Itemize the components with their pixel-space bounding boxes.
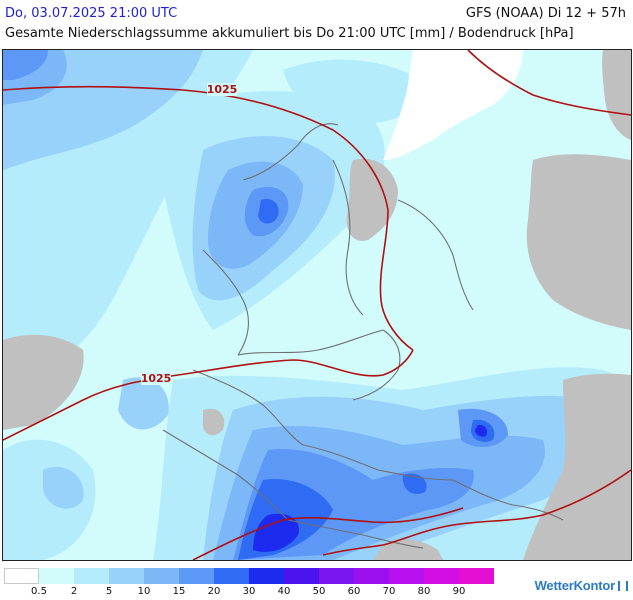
legend-tick-label: 0.5 bbox=[31, 586, 47, 597]
legend-swatch bbox=[249, 568, 284, 584]
country-borders bbox=[162, 123, 564, 549]
legend-tick-label: 80 bbox=[417, 586, 431, 597]
valid-datetime: Do, 03.07.2025 21:00 UTC bbox=[5, 6, 178, 21]
legend-swatch bbox=[424, 568, 459, 584]
legend-swatch bbox=[39, 568, 74, 584]
map-header: Do, 03.07.2025 21:00 UTC GFS (NOAA) Di 1… bbox=[0, 0, 633, 48]
legend-tick-label: 20 bbox=[207, 586, 221, 597]
legend-swatch bbox=[4, 568, 39, 584]
legend-swatch bbox=[109, 568, 144, 584]
legend-tick-label: 30 bbox=[242, 586, 256, 597]
legend-tick-label: 15 bbox=[172, 586, 186, 597]
precip-band-30mm bbox=[253, 424, 488, 552]
map-subtitle: Gesamte Niederschlagssumme akkumuliert b… bbox=[5, 26, 574, 41]
brand-icon bbox=[618, 581, 628, 591]
precipitation-map: 1025 1025 bbox=[2, 49, 632, 561]
legend-swatch bbox=[354, 568, 389, 584]
legend-swatch bbox=[459, 568, 494, 584]
legend-swatch bbox=[144, 568, 179, 584]
model-run: GFS (NOAA) Di 12 + 57h bbox=[465, 6, 626, 21]
legend-swatch bbox=[319, 568, 354, 584]
map-canvas: 1025 1025 bbox=[3, 50, 631, 560]
legend-swatch bbox=[389, 568, 424, 584]
isobar-label-1025-north: 1025 bbox=[207, 83, 238, 96]
land-outside-domain bbox=[3, 50, 631, 560]
legend-tick-label: 5 bbox=[105, 586, 113, 597]
legend-swatch bbox=[214, 568, 249, 584]
legend-tick-label: 50 bbox=[312, 586, 326, 597]
legend-swatch bbox=[179, 568, 214, 584]
isobar-labels: 1025 1025 bbox=[141, 83, 238, 385]
brand-logo: WetterKontor bbox=[535, 578, 628, 593]
legend-swatch bbox=[284, 568, 319, 584]
sea-no-data bbox=[383, 50, 523, 160]
legend-tick-label: 10 bbox=[137, 586, 151, 597]
legend-tick-label: 90 bbox=[452, 586, 466, 597]
legend-tick-label: 70 bbox=[382, 586, 396, 597]
legend-tick-label: 40 bbox=[277, 586, 291, 597]
legend-tick-label: 60 bbox=[347, 586, 361, 597]
isobars bbox=[3, 50, 631, 560]
legend-tick-label: 2 bbox=[70, 586, 78, 597]
precipitation-legend: 0.5 2 5 10 15 20 30 40 50 60 70 80 90 bbox=[4, 568, 504, 598]
isobar-label-1025-south: 1025 bbox=[141, 372, 172, 385]
legend-swatch bbox=[74, 568, 109, 584]
